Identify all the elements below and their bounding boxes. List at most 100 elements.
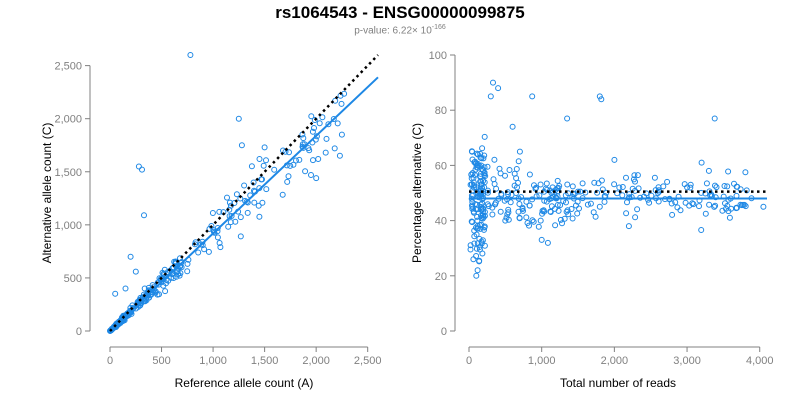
data-point bbox=[619, 192, 626, 199]
data-point bbox=[255, 202, 262, 209]
data-point bbox=[475, 162, 481, 169]
data-point bbox=[480, 205, 487, 212]
data-point bbox=[233, 191, 240, 198]
data-point bbox=[515, 208, 522, 215]
x-tick-label: 2,000 bbox=[302, 355, 330, 367]
chart-subtitle: p-value: 6.22× 10-166 bbox=[0, 24, 800, 36]
y-tick-label: 20 bbox=[435, 271, 447, 283]
data-point bbox=[477, 154, 484, 161]
y-tick-label: 1,500 bbox=[54, 167, 82, 179]
data-point bbox=[170, 275, 177, 281]
data-point bbox=[259, 199, 266, 206]
data-point bbox=[712, 202, 719, 209]
data-point bbox=[530, 218, 537, 225]
data-point bbox=[293, 157, 299, 164]
data-point bbox=[214, 234, 221, 241]
data-point bbox=[110, 325, 116, 332]
data-point bbox=[474, 206, 481, 213]
data-point bbox=[299, 141, 306, 148]
data-point bbox=[330, 116, 337, 122]
data-point bbox=[184, 260, 191, 267]
data-point bbox=[256, 213, 263, 220]
data-point bbox=[481, 184, 488, 191]
data-point bbox=[542, 185, 549, 192]
data-point bbox=[471, 240, 478, 247]
data-point bbox=[616, 184, 623, 191]
data-point bbox=[473, 231, 480, 238]
data-point bbox=[316, 120, 323, 127]
data-point bbox=[518, 194, 525, 201]
data-point bbox=[516, 148, 523, 155]
data-point bbox=[302, 168, 309, 175]
data-point bbox=[698, 189, 705, 196]
data-point bbox=[569, 215, 576, 222]
data-point bbox=[214, 225, 221, 231]
data-point bbox=[495, 85, 502, 92]
data-point bbox=[209, 210, 216, 216]
data-point bbox=[492, 199, 499, 206]
data-point bbox=[686, 202, 693, 209]
data-point bbox=[244, 209, 251, 216]
data-point bbox=[591, 179, 598, 186]
data-point bbox=[300, 135, 307, 142]
data-point bbox=[687, 184, 694, 191]
y-tick-label: 500 bbox=[64, 273, 82, 285]
data-point bbox=[285, 173, 292, 180]
data-point bbox=[561, 215, 568, 222]
data-point bbox=[712, 182, 718, 189]
data-point bbox=[547, 209, 554, 215]
data-point bbox=[531, 182, 537, 189]
x-axis-title: Total number of reads bbox=[560, 376, 676, 390]
data-point bbox=[184, 268, 191, 275]
data-point bbox=[474, 267, 481, 274]
data-point bbox=[284, 178, 291, 185]
data-point bbox=[489, 204, 496, 211]
data-point bbox=[481, 212, 488, 219]
data-point bbox=[474, 213, 481, 220]
data-point bbox=[201, 246, 208, 253]
data-point bbox=[563, 199, 569, 206]
y-tick-label: 80 bbox=[435, 105, 447, 117]
data-point bbox=[529, 93, 536, 100]
x-axis-title: Reference allele count (A) bbox=[175, 376, 314, 390]
data-point bbox=[490, 176, 497, 183]
data-point bbox=[742, 203, 749, 210]
data-point bbox=[467, 246, 474, 253]
data-point bbox=[491, 156, 498, 163]
data-point bbox=[325, 121, 332, 128]
data-point bbox=[513, 166, 520, 172]
data-point bbox=[260, 162, 267, 169]
x-tick-label: 4,000 bbox=[746, 355, 774, 367]
data-point bbox=[502, 172, 508, 179]
data-point bbox=[478, 155, 485, 162]
data-point bbox=[470, 174, 477, 181]
data-point bbox=[664, 178, 671, 185]
data-point bbox=[526, 171, 533, 178]
data-point bbox=[681, 181, 688, 188]
data-point bbox=[584, 201, 591, 208]
data-point bbox=[472, 206, 479, 213]
x-tick-label: 1,500 bbox=[251, 355, 279, 367]
data-point bbox=[487, 93, 494, 100]
data-point bbox=[231, 200, 238, 206]
data-point bbox=[160, 282, 167, 289]
data-point bbox=[473, 272, 480, 279]
data-point bbox=[565, 211, 572, 218]
data-point bbox=[216, 240, 223, 246]
data-point bbox=[687, 181, 694, 188]
data-point bbox=[319, 114, 326, 121]
data-point bbox=[645, 196, 652, 203]
data-point bbox=[474, 240, 481, 247]
data-point bbox=[682, 199, 689, 206]
data-point bbox=[139, 166, 145, 173]
data-point bbox=[555, 207, 562, 214]
data-point bbox=[140, 291, 147, 298]
data-point bbox=[587, 200, 594, 207]
data-point bbox=[224, 194, 230, 201]
data-point bbox=[177, 270, 184, 277]
data-point bbox=[497, 208, 504, 215]
data-point bbox=[576, 205, 582, 212]
data-point bbox=[526, 222, 532, 229]
data-point bbox=[559, 220, 565, 227]
data-point bbox=[515, 179, 521, 186]
